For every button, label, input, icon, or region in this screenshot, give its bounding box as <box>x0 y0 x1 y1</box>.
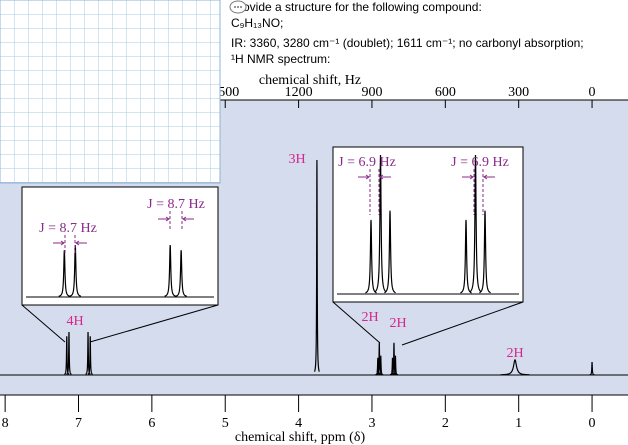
peak <box>469 154 482 293</box>
peak <box>64 336 70 375</box>
problem-line: C₉H₁₃NO; <box>231 16 283 30</box>
integral-label: 2H <box>506 346 523 361</box>
grid-widget <box>0 0 221 184</box>
x-tick-label: 0 <box>589 416 596 431</box>
inset: J = 6.9 Hz J = 6.9 Hz <box>337 154 519 295</box>
x-tick-label: 8 <box>2 416 9 431</box>
connector <box>332 301 381 344</box>
x-tick-label: 6 <box>148 416 155 431</box>
peak <box>87 336 93 375</box>
integral-label: 2H <box>389 316 406 331</box>
peak <box>374 154 387 293</box>
grid-paper-lines <box>0 0 221 184</box>
problem-text: Provide a structure for the following co… <box>231 0 584 66</box>
peak <box>500 358 530 376</box>
dot <box>234 6 236 8</box>
dot <box>237 6 239 8</box>
peak <box>164 244 176 297</box>
x2-tick-label: 300 <box>508 85 529 100</box>
peak <box>378 355 384 376</box>
connector <box>21 304 66 343</box>
x-tick-label: 3 <box>368 416 375 431</box>
j-label: J = 6.9 Hz <box>451 155 509 170</box>
j-arrow <box>462 174 495 180</box>
peak <box>479 210 491 294</box>
j-arrow <box>53 240 87 246</box>
j-arrow <box>158 216 194 222</box>
x2-tick-label: 0 <box>589 85 596 100</box>
x-tick-label: 7 <box>75 416 82 431</box>
peak <box>313 159 320 372</box>
dot <box>240 6 242 8</box>
peak <box>85 331 91 375</box>
problem-line: IR: 3360, 3280 cm⁻¹ (doublet); 1611 cm⁻¹… <box>231 36 584 50</box>
x-tick-label: 5 <box>222 416 229 431</box>
integral-label: 4H <box>66 314 83 329</box>
j-label: J = 8.7 Hz <box>39 221 97 236</box>
connector <box>89 304 219 343</box>
x-tick-label: 4 <box>295 416 302 431</box>
x2-tick-label: 900 <box>361 85 382 100</box>
connector <box>401 301 524 346</box>
j-arrow <box>358 174 391 180</box>
peak <box>392 355 398 376</box>
integral-label: 2H <box>361 310 378 325</box>
integral-label: 3H <box>288 152 305 167</box>
peak <box>391 342 397 376</box>
peak <box>66 331 72 375</box>
peak <box>589 362 595 376</box>
x-tick-label: 1 <box>515 416 522 431</box>
j-label: J = 8.7 Hz <box>147 197 205 212</box>
problem-line: ¹H NMR spectrum: <box>231 52 330 66</box>
inset: J = 8.7 Hz J = 8.7 Hz <box>26 197 214 298</box>
peak <box>384 210 396 294</box>
peak <box>58 250 71 297</box>
x-label: chemical shift, ppm (δ) <box>235 430 366 445</box>
x2-label: chemical shift, Hz <box>259 73 361 88</box>
x-tick-label: 2 <box>442 416 449 431</box>
problem-line: Provide a structure for the following co… <box>231 0 482 14</box>
chat-icon[interactable] <box>229 0 247 14</box>
inset-box <box>21 186 219 306</box>
x2-tick-label: 1200 <box>285 85 313 100</box>
peak <box>175 250 187 297</box>
j-label: J = 6.9 Hz <box>338 155 396 170</box>
x2-tick-label: 600 <box>435 85 456 100</box>
inset-box <box>332 146 524 303</box>
